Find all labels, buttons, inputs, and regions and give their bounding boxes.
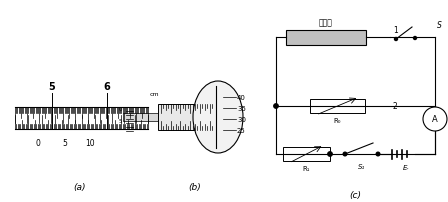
Text: 25: 25 [237,127,246,133]
Text: (a): (a) [74,183,86,191]
Text: 0: 0 [35,138,40,147]
Ellipse shape [193,82,243,153]
Text: Eᵣ: Eᵣ [402,164,409,170]
Text: 6: 6 [103,82,110,92]
Text: cm: cm [150,92,159,97]
Circle shape [328,152,332,156]
Text: 5: 5 [49,82,56,92]
Bar [310,100,365,114]
Text: 1: 1 [393,26,398,35]
Text: 5: 5 [63,138,68,147]
Text: 2: 2 [393,102,398,111]
Text: R₀: R₀ [334,117,341,123]
Bar [283,147,330,161]
Bar [123,114,158,121]
Text: S₁: S₁ [358,163,365,169]
Text: (c): (c) [349,190,361,200]
Text: 35: 35 [237,105,246,112]
Text: 固柱体: 固柱体 [319,18,333,27]
Circle shape [414,37,417,40]
Circle shape [274,104,278,109]
Text: S: S [437,21,442,30]
Circle shape [395,38,397,41]
Circle shape [376,153,380,156]
Bar [286,30,366,45]
Circle shape [423,107,447,131]
Bar [158,104,215,130]
Text: 30: 30 [237,116,246,122]
Text: (b): (b) [189,183,201,191]
Text: 0: 0 [119,107,122,112]
Text: A: A [432,115,438,124]
Circle shape [343,153,347,156]
Text: 40: 40 [237,95,246,101]
Text: R₁: R₁ [303,165,310,171]
Text: 10: 10 [85,138,95,147]
Text: 5: 5 [119,119,122,124]
